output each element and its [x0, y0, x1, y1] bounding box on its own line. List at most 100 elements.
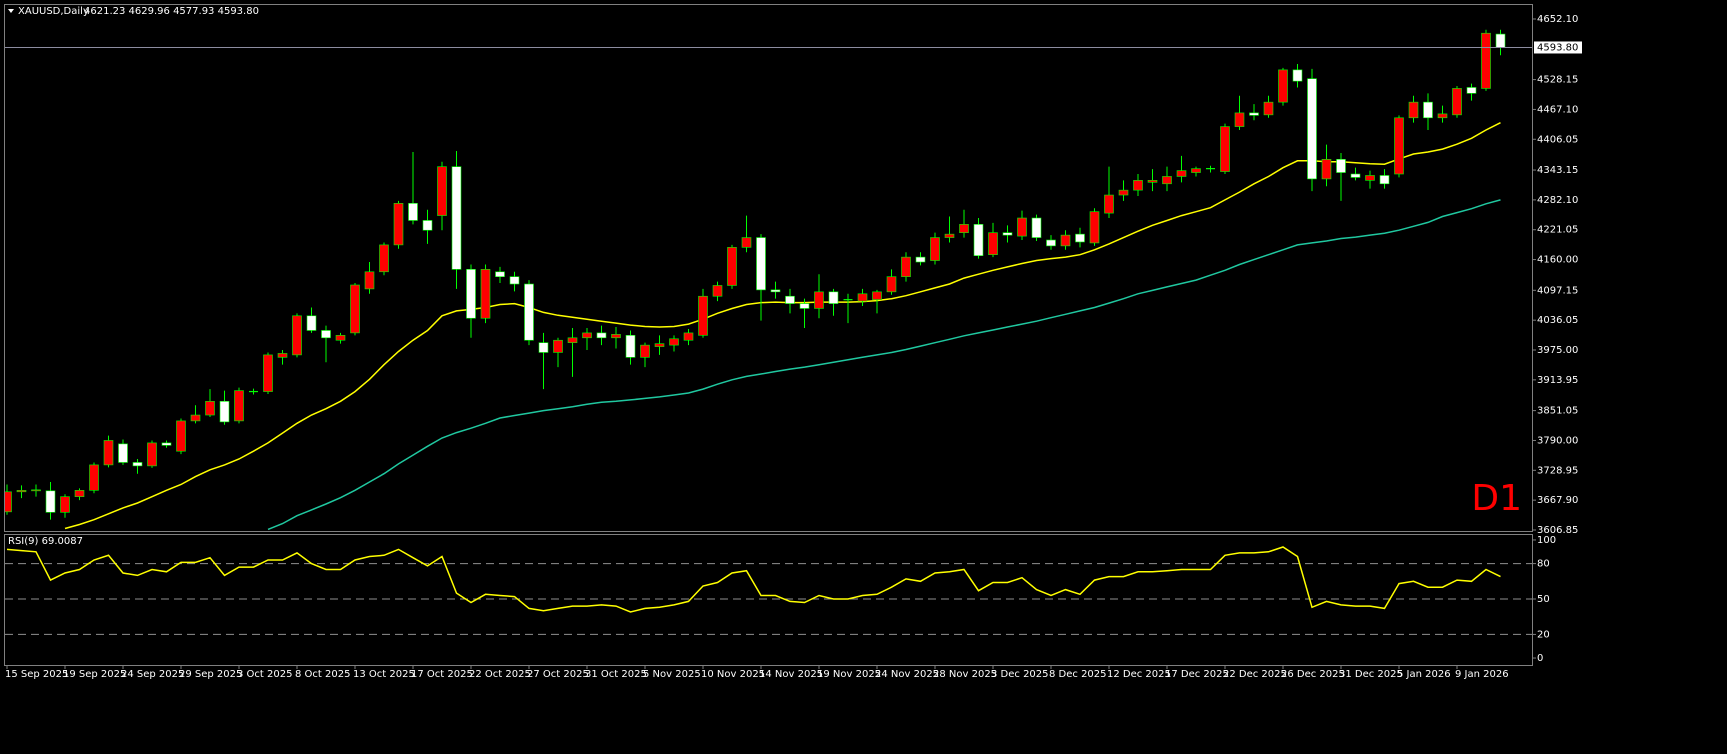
candle-body: [611, 334, 621, 339]
y-tick-label: 4528.15: [1537, 75, 1578, 86]
candle-body: [437, 166, 447, 216]
y-tick-label: 80: [1537, 559, 1550, 570]
candle-body: [1379, 175, 1390, 185]
y-tick-label: 0: [1537, 653, 1543, 664]
candle-body: [1162, 176, 1172, 185]
candle-body: [1017, 217, 1027, 237]
y-tick-label: 4406.05: [1537, 134, 1578, 145]
x-tick-label: 8 Oct 2025: [295, 669, 350, 680]
candle-body: [292, 315, 302, 356]
x-tick-label: 9 Jan 2026: [1455, 669, 1509, 680]
candle-body: [1263, 101, 1274, 116]
candle-body: [1495, 33, 1506, 48]
candle-body: [1481, 32, 1491, 89]
candle-body: [1089, 211, 1100, 244]
y-tick-label: 100: [1537, 535, 1556, 546]
candle-body: [553, 339, 563, 353]
candle-body: [1249, 112, 1259, 116]
x-tick-label: 3 Oct 2025: [237, 669, 292, 680]
candle-body: [1220, 126, 1230, 172]
x-tick-label: 5 Jan 2026: [1397, 669, 1451, 680]
candle-body: [1307, 78, 1317, 180]
x-tick-label: 10 Nov 2025: [701, 669, 765, 680]
candle-body: [1002, 232, 1013, 236]
candle-body: [1191, 168, 1201, 173]
rsi-plot: [5, 546, 1532, 635]
y-tick-label: 4467.10: [1537, 104, 1578, 115]
rsi-panel: [4, 534, 1533, 666]
candle-body: [1437, 113, 1448, 119]
candle-body: [234, 390, 244, 422]
candle-body: [1423, 101, 1433, 119]
candle-body: [263, 354, 273, 392]
x-tick-label: 22 Dec 2025: [1223, 669, 1287, 680]
candle-body: [1408, 101, 1419, 119]
candle-body: [640, 344, 650, 358]
candle-body: [147, 442, 157, 467]
candle-body: [1147, 180, 1158, 183]
x-tick-label: 5 Nov 2025: [643, 669, 701, 680]
candle-body: [654, 343, 665, 347]
menu-triangle: [8, 9, 14, 13]
candle-body: [770, 289, 781, 293]
candle-body: [1060, 234, 1071, 247]
candle-body: [60, 496, 70, 513]
timeframe-label: D1: [1471, 478, 1522, 519]
candle-body: [1133, 180, 1143, 191]
candle-body: [538, 342, 549, 353]
candle-body: [451, 166, 462, 270]
candle-body: [219, 401, 230, 423]
candle-body: [190, 414, 201, 422]
y-tick-label: 3790.00: [1537, 435, 1578, 446]
candle-body: [567, 337, 578, 343]
main-plot: [5, 29, 1532, 531]
candle-body: [277, 353, 288, 358]
candle-body: [727, 247, 737, 286]
x-tick-label: 27 Oct 2025: [527, 669, 589, 680]
candle-body: [495, 271, 505, 277]
candle-body: [1466, 87, 1477, 94]
candle-body: [1336, 159, 1346, 173]
candle-body: [408, 203, 418, 221]
x-tick-label: 3 Dec 2025: [991, 669, 1049, 680]
candle-body: [828, 291, 839, 304]
rsi-title: RSI(9) 69.0087: [8, 536, 83, 547]
y-tick-label: 4343.15: [1537, 165, 1578, 176]
axes: 4652.10 4528.15 4467.10 4406.05 4343.15 4282.…: [5, 14, 1582, 680]
candle-body: [306, 315, 317, 331]
candle-body: [350, 284, 360, 334]
candle-body: [988, 232, 998, 255]
candle-body: [161, 442, 172, 446]
candle-body: [1234, 112, 1245, 127]
chart-subtitle: 4621.23 4629.96 4577.93 4593.80: [84, 6, 259, 17]
candle-body: [480, 269, 491, 319]
x-tick-label: 15 Sep 2025: [5, 669, 68, 680]
x-tick-label: 31 Dec 2025: [1339, 669, 1403, 680]
candle-body: [1118, 189, 1129, 196]
candle-body: [857, 293, 868, 302]
candle-body: [712, 285, 723, 297]
candle-body: [1278, 69, 1288, 103]
candle-body: [5, 491, 12, 513]
x-tick-label: 19 Sep 2025: [63, 669, 126, 680]
candle-body: [683, 332, 694, 341]
candle-body: [524, 283, 534, 341]
candle-body: [886, 276, 897, 293]
candle-body: [132, 462, 143, 467]
candle-body: [930, 237, 940, 261]
candle-body: [1292, 69, 1303, 82]
chart-title: XAUUSD,Daily: [18, 6, 89, 17]
main-panel: [4, 4, 1533, 532]
x-tick-label: 31 Oct 2025: [585, 669, 647, 680]
candle-body: [1452, 88, 1462, 116]
candle-body: [959, 224, 969, 233]
x-tick-label: 28 Nov 2025: [933, 669, 997, 680]
y-tick-label: 50: [1537, 594, 1550, 605]
candle-body: [915, 256, 926, 263]
candle-body: [1350, 173, 1361, 178]
y-tick-label: 4097.15: [1537, 285, 1578, 296]
last-price-label: 4593.80: [1537, 42, 1578, 53]
candle-body: [741, 237, 752, 248]
